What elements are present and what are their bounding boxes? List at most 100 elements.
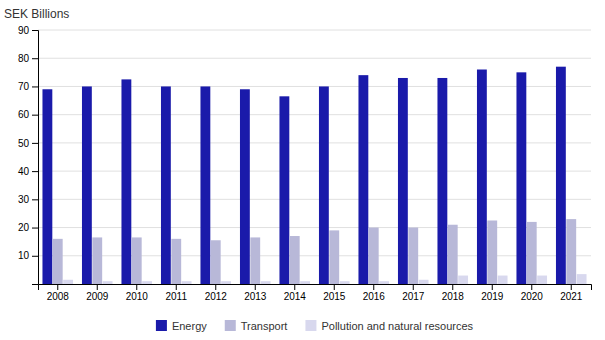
x-tick: 2019 bbox=[481, 284, 504, 302]
y-tick-label: 40 bbox=[18, 166, 30, 177]
y-tick-mark bbox=[32, 58, 38, 59]
bar bbox=[577, 274, 587, 284]
x-tick: 2015 bbox=[323, 284, 346, 302]
y-tick-mark bbox=[32, 30, 38, 31]
x-tick: 2013 bbox=[244, 284, 267, 302]
y-tick-label: 70 bbox=[18, 81, 30, 92]
y-axis: 10 20 30 40 50 60 70 80 90 bbox=[18, 25, 39, 285]
grid-line bbox=[38, 142, 591, 143]
x-tick-mark bbox=[492, 284, 493, 290]
legend-label: Energy bbox=[172, 320, 207, 332]
x-tick-mark bbox=[452, 284, 453, 290]
bar bbox=[290, 236, 300, 284]
legend-item: Pollution and natural resources bbox=[305, 320, 473, 332]
bar bbox=[329, 230, 339, 284]
chart-container: 1020304050607080902008200920102011201220… bbox=[0, 0, 605, 340]
x-tick-label: 2020 bbox=[521, 291, 544, 302]
legend-swatch bbox=[225, 320, 236, 331]
bar bbox=[369, 228, 379, 284]
bar bbox=[92, 237, 102, 284]
bar bbox=[300, 281, 310, 284]
grid-line bbox=[38, 171, 591, 172]
y-tick-mark bbox=[32, 256, 38, 257]
bar-series bbox=[53, 219, 576, 284]
legend: Energy Transport Pollution and natural res… bbox=[156, 320, 474, 332]
x-tick: 2010 bbox=[126, 284, 149, 302]
bar bbox=[448, 225, 458, 284]
plot: 1020304050607080902008200920102011201220… bbox=[18, 25, 592, 302]
x-tick-mark bbox=[215, 284, 216, 290]
x-tick-label: 2019 bbox=[481, 291, 504, 302]
x-tick: 2017 bbox=[402, 284, 425, 302]
x-tick: 2012 bbox=[205, 284, 228, 302]
x-tick-label: 2008 bbox=[47, 291, 70, 302]
y-tick-label: 80 bbox=[18, 53, 30, 64]
bar bbox=[279, 96, 289, 284]
bar bbox=[358, 75, 368, 284]
x-tick-mark bbox=[413, 284, 414, 290]
y-tick-mark bbox=[32, 86, 38, 87]
y-tick-mark bbox=[32, 143, 38, 144]
bar bbox=[437, 78, 447, 284]
bar bbox=[408, 228, 418, 284]
grid-line bbox=[38, 30, 591, 31]
bar bbox=[171, 239, 181, 284]
bars bbox=[42, 67, 586, 284]
bar bbox=[121, 79, 131, 284]
bar bbox=[556, 67, 566, 284]
bar bbox=[261, 281, 271, 284]
legend-label: Transport bbox=[241, 320, 288, 332]
bar bbox=[477, 70, 487, 284]
y-tick-label: 50 bbox=[18, 138, 30, 149]
grid-line bbox=[38, 114, 591, 115]
x-tick: 2021 bbox=[560, 284, 583, 302]
chart-svg: 1020304050607080902008200920102011201220… bbox=[0, 0, 605, 340]
y-tick-label: 20 bbox=[18, 222, 30, 233]
y-tick: 60 bbox=[18, 109, 38, 120]
y-tick: 20 bbox=[18, 222, 38, 233]
bar-series bbox=[63, 274, 586, 284]
bar bbox=[221, 281, 231, 284]
legend-label: Pollution and natural resources bbox=[321, 320, 473, 332]
bar bbox=[132, 237, 142, 284]
x-axis-line bbox=[39, 285, 592, 291]
y-tick: 30 bbox=[18, 194, 38, 205]
bar bbox=[82, 86, 92, 284]
y-tick-mark bbox=[32, 228, 38, 229]
y-tick: 90 bbox=[18, 25, 38, 36]
x-axis: 2008200920102011201220132014201520162017… bbox=[39, 284, 592, 302]
bar bbox=[103, 281, 113, 284]
bar bbox=[487, 221, 497, 285]
grid-line bbox=[38, 199, 591, 200]
x-tick-label: 2012 bbox=[205, 291, 228, 302]
bar bbox=[398, 78, 408, 284]
bar bbox=[498, 276, 508, 284]
bar bbox=[527, 222, 537, 284]
x-tick-label: 2011 bbox=[165, 291, 187, 302]
grid-line bbox=[38, 227, 591, 228]
bar bbox=[200, 86, 210, 284]
x-tick: 2018 bbox=[442, 284, 465, 302]
bar bbox=[182, 281, 192, 284]
bar bbox=[319, 86, 329, 284]
bar bbox=[537, 276, 547, 284]
x-tick: 2014 bbox=[284, 284, 307, 302]
x-tick-mark bbox=[255, 284, 256, 290]
legend-item: Transport bbox=[225, 320, 288, 332]
y-tick: 80 bbox=[18, 53, 38, 64]
grid-line bbox=[38, 86, 591, 87]
x-tick-mark bbox=[176, 284, 177, 290]
x-tick: 2008 bbox=[47, 284, 70, 302]
legend-swatch bbox=[156, 320, 167, 331]
x-tick: 2011 bbox=[165, 284, 187, 302]
grid-line bbox=[38, 58, 591, 59]
y-tick-label: 90 bbox=[18, 25, 30, 36]
y-tick: 10 bbox=[18, 250, 38, 261]
bar bbox=[161, 86, 171, 284]
x-tick-label: 2014 bbox=[284, 291, 307, 302]
x-tick-label: 2017 bbox=[402, 291, 425, 302]
bar bbox=[379, 281, 389, 284]
bar bbox=[42, 89, 52, 284]
x-tick-label: 2018 bbox=[442, 291, 465, 302]
y-tick-mark bbox=[32, 115, 38, 116]
